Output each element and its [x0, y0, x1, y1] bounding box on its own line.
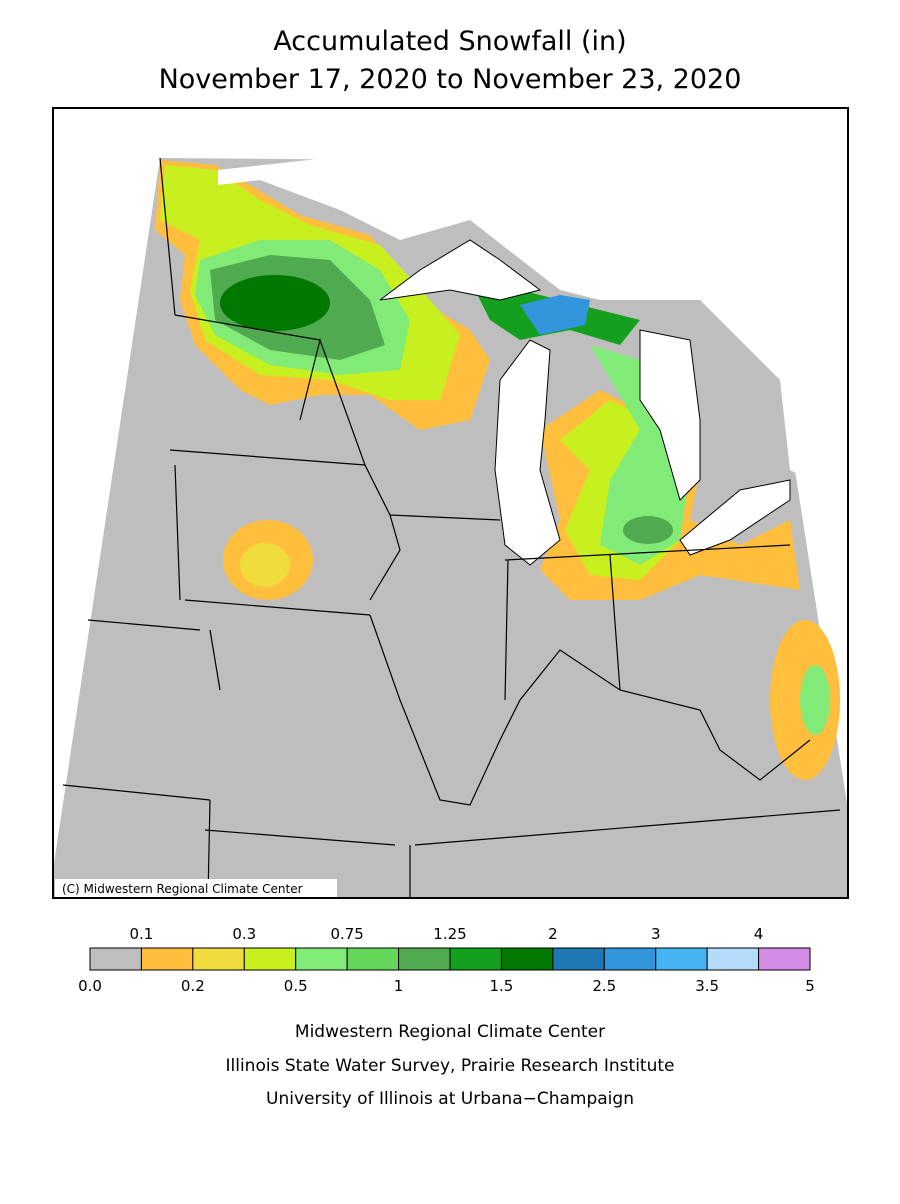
map: (C) Midwestern Regional Climate Center	[53, 108, 848, 898]
legend-label: 2.5	[592, 977, 616, 995]
legend-swatch	[552, 947, 605, 971]
legend-label: 0.1	[129, 925, 153, 943]
lake-michigan	[494, 339, 561, 566]
legend-label: 0.5	[284, 977, 308, 995]
legend-swatch	[603, 947, 657, 971]
legend-swatch	[706, 947, 760, 971]
legend-swatch	[346, 947, 400, 971]
legend-swatch	[89, 947, 142, 971]
footer-line: Illinois State Water Survey, Prairie Res…	[226, 1056, 675, 1076]
legend-swatch	[140, 947, 194, 971]
snow-area	[240, 543, 290, 587]
lake-superior	[379, 239, 542, 301]
lake-huron	[639, 329, 701, 501]
legend-label: 3.5	[695, 977, 719, 995]
credit: (C) Midwestern Regional Climate Center	[62, 882, 303, 896]
legend-label: 1.5	[489, 977, 513, 995]
legend-label: 1.25	[433, 925, 466, 943]
legend-swatch	[758, 947, 811, 971]
legend-label: 2	[548, 925, 558, 943]
legend-swatch	[500, 947, 554, 971]
lake-erie	[679, 479, 791, 556]
legend-label: 0.75	[330, 925, 363, 943]
footer-line: Midwestern Regional Climate Center	[295, 1022, 605, 1042]
legend-swatch	[295, 947, 348, 971]
legend: 0.0 0.1 0.2 0.3 0.5 0.75 1 1.25 1.5 2 2.5 3 3.5 4 5	[78, 925, 815, 995]
title: Accumulated Snowfall (in)	[273, 26, 626, 57]
subtitle: November 17, 2020 to November 23, 2020	[159, 64, 742, 95]
land-outside	[218, 108, 848, 500]
legend-swatch	[449, 947, 502, 971]
legend-swatch	[192, 947, 245, 971]
state-borders	[62, 157, 841, 898]
credit-box	[55, 879, 337, 898]
snow-area	[590, 345, 690, 565]
legend-label: 0.3	[232, 925, 256, 943]
legend-label: 1	[394, 977, 404, 995]
footer-line: University of Illinois at Urbana−Champai…	[266, 1089, 634, 1109]
legend-label: 0.2	[181, 977, 205, 995]
snow-area	[520, 295, 590, 335]
snow-area	[623, 516, 673, 544]
legend-label: 0.0	[78, 977, 102, 995]
snow-area	[220, 275, 330, 331]
legend-swatch	[243, 947, 297, 971]
legend-label: 5	[805, 977, 815, 995]
legend-label: 4	[754, 925, 764, 943]
legend-swatch	[398, 947, 451, 971]
snow-area	[800, 665, 830, 735]
legend-swatch	[655, 947, 708, 971]
legend-label: 3	[651, 925, 661, 943]
map-frame	[52, 107, 849, 899]
